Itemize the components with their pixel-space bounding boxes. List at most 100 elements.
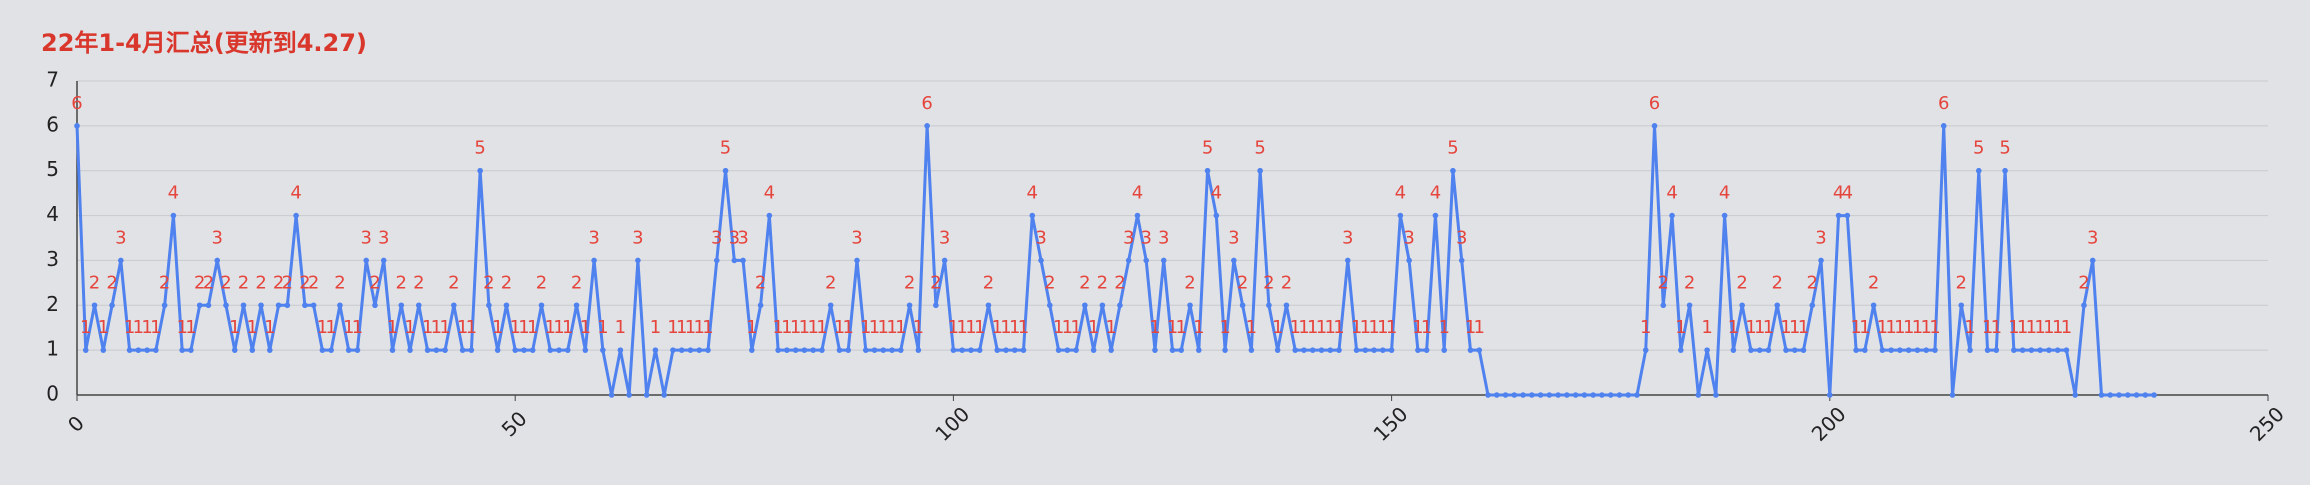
- data-point: [442, 347, 448, 353]
- data-point: [1011, 347, 1018, 353]
- data-point: [1590, 392, 1596, 398]
- data-point: [801, 347, 808, 353]
- data-label: 2: [983, 272, 994, 293]
- data-point: [889, 347, 895, 353]
- data-label: 1: [545, 317, 556, 338]
- data-point: [100, 347, 107, 353]
- data-label: 3: [632, 227, 643, 248]
- data-point: [328, 347, 334, 353]
- data-point: [1485, 392, 1491, 398]
- data-label: 1: [325, 317, 336, 338]
- data-label: 3: [1456, 227, 1467, 248]
- data-point: [635, 257, 641, 264]
- data-point: [214, 257, 221, 264]
- data-label: 1: [553, 317, 564, 338]
- data-point: [1853, 347, 1859, 353]
- data-point: [1231, 257, 1237, 264]
- data-label: 1: [667, 317, 678, 338]
- data-point: [1038, 257, 1044, 264]
- data-point: [1283, 302, 1290, 309]
- data-point: [1713, 392, 1719, 398]
- data-label: 2: [501, 272, 512, 293]
- data-point: [854, 257, 860, 264]
- data-label: 2: [159, 272, 170, 293]
- data-point: [862, 347, 869, 353]
- data-point: [1888, 347, 1894, 353]
- data-point: [2046, 347, 2052, 353]
- data-point: [494, 347, 501, 353]
- data-label: 1: [991, 317, 1002, 338]
- data-point: [424, 347, 431, 353]
- data-point: [608, 392, 615, 398]
- data-point: [1581, 392, 1588, 398]
- data-label: 1: [834, 317, 845, 338]
- data-label: 1: [1412, 317, 1423, 338]
- data-point: [1169, 347, 1176, 353]
- data-point: [994, 347, 1001, 353]
- data-point: [1476, 347, 1483, 353]
- data-point: [398, 302, 405, 309]
- data-label: 2: [369, 272, 380, 293]
- data-label: 1: [2034, 317, 2045, 338]
- data-point: [415, 302, 422, 309]
- data-point: [249, 347, 256, 353]
- data-label: 1: [1465, 317, 1476, 338]
- data-point: [293, 212, 299, 219]
- data-label: 4: [1211, 183, 1222, 204]
- data-label: 5: [1202, 138, 1213, 159]
- data-point: [1187, 302, 1193, 309]
- data-point: [678, 347, 685, 353]
- data-point: [223, 302, 229, 309]
- data-label: 3: [1815, 227, 1826, 248]
- data-point: [2054, 347, 2061, 353]
- data-point: [118, 257, 124, 264]
- data-point: [126, 347, 133, 353]
- data-point: [477, 167, 483, 174]
- data-label: 1: [562, 317, 573, 338]
- data-point: [284, 302, 291, 309]
- data-point: [670, 347, 676, 353]
- data-label: 1: [1325, 317, 1336, 338]
- data-label: 1: [1289, 317, 1300, 338]
- data-point: [82, 347, 89, 353]
- data-point: [1537, 392, 1544, 398]
- data-point: [1029, 212, 1036, 219]
- data-point: [231, 347, 238, 353]
- data-label: 1: [1728, 317, 1739, 338]
- data-label: 2: [448, 272, 459, 293]
- data-point: [1073, 347, 1079, 353]
- data-label: 1: [1421, 317, 1432, 338]
- data-label: 1: [1272, 317, 1283, 338]
- data-point: [1686, 302, 1693, 309]
- data-label: 1: [2061, 317, 2072, 338]
- data-point: [319, 347, 326, 353]
- data-point: [1274, 347, 1281, 353]
- data-point: [135, 347, 142, 353]
- data-point: [1730, 347, 1737, 353]
- data-label: 1: [2026, 317, 2037, 338]
- data-point: [731, 257, 738, 264]
- data-label: 2: [1736, 272, 1747, 293]
- data-point: [2107, 392, 2114, 398]
- data-point: [2072, 392, 2078, 398]
- data-point: [1493, 392, 1500, 398]
- data-label: 1: [1070, 317, 1081, 338]
- data-point: [2116, 392, 2122, 398]
- data-label: 1: [965, 317, 976, 338]
- data-point: [1371, 347, 1377, 353]
- data-label: 1: [1903, 317, 1914, 338]
- data-label: 3: [1342, 227, 1353, 248]
- data-point: [836, 347, 843, 353]
- data-point: [1949, 392, 1956, 398]
- data-label: 1: [702, 317, 713, 338]
- data-label: 1: [781, 317, 792, 338]
- data-point: [2037, 347, 2043, 353]
- data-point: [407, 347, 413, 353]
- data-label: 4: [1430, 183, 1441, 204]
- data-point: [345, 347, 352, 353]
- data-label: 1: [878, 317, 889, 338]
- data-label: 1: [1920, 317, 1931, 338]
- data-label: 1: [974, 317, 985, 338]
- data-point: [1783, 347, 1789, 353]
- data-label: 2: [930, 272, 941, 293]
